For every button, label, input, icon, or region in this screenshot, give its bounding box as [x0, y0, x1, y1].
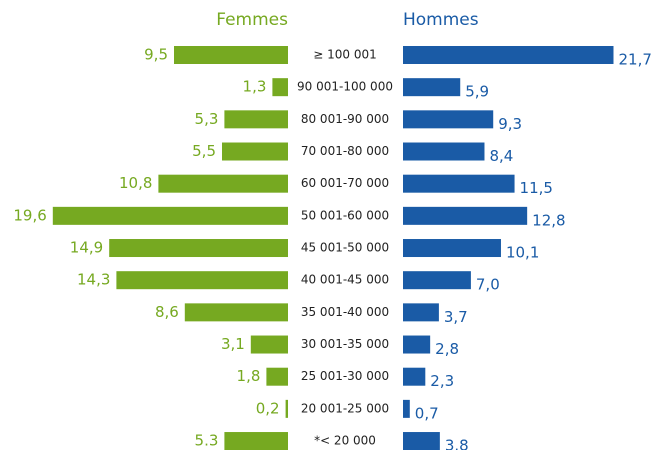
bar — [116, 271, 289, 290]
bar — [403, 206, 528, 225]
category-label: 35 001-40 000 — [301, 305, 389, 319]
value-label: 14,3 — [77, 271, 110, 289]
bar — [222, 142, 288, 161]
bar — [403, 432, 440, 450]
value-label: 7,0 — [476, 276, 500, 294]
bar — [224, 432, 288, 450]
bar — [403, 367, 426, 386]
bar — [174, 46, 288, 64]
category-label: 40 001-45 000 — [301, 273, 389, 287]
value-label: 1,3 — [243, 78, 267, 96]
category-label: 60 001-70 000 — [301, 176, 389, 190]
bar — [184, 303, 288, 322]
category-label: *< 20 000 — [314, 434, 376, 448]
value-label: 5,3 — [195, 110, 219, 128]
bar — [52, 206, 288, 225]
value-label: 8,6 — [155, 303, 179, 321]
bar — [109, 239, 288, 258]
category-label: 70 001-80 000 — [301, 144, 389, 158]
value-label: 1,8 — [237, 367, 261, 385]
category-label: ≥ 100 001 — [313, 48, 377, 62]
category-label: 90 001-100 000 — [297, 80, 393, 94]
bar — [403, 174, 515, 193]
category-label: 50 001-60 000 — [301, 208, 389, 222]
value-label: 5.3 — [195, 432, 219, 450]
value-label: 11,5 — [520, 179, 553, 197]
value-label: 2,3 — [430, 372, 454, 390]
bar — [158, 174, 288, 193]
bar — [250, 335, 288, 354]
category-label: 30 001-35 000 — [301, 337, 389, 351]
value-label: 9,5 — [144, 46, 168, 64]
category-label: 80 001-90 000 — [301, 112, 389, 126]
category-label: 20 001-25 000 — [301, 401, 389, 415]
bar — [285, 399, 288, 418]
value-label: 0,2 — [256, 399, 280, 417]
value-label: 5,5 — [192, 142, 216, 160]
value-label: 9,3 — [498, 115, 522, 133]
value-label: 3.8 — [445, 437, 469, 450]
category-label: 25 001-30 000 — [301, 369, 389, 383]
value-label: 2,8 — [435, 340, 459, 358]
bar — [403, 303, 439, 322]
bar — [403, 271, 471, 290]
value-label: 10,8 — [119, 174, 152, 192]
value-label: 19,6 — [13, 206, 46, 224]
bar — [266, 367, 288, 386]
bar — [272, 78, 288, 97]
value-label: 0,7 — [415, 404, 439, 422]
value-label: 3,1 — [221, 335, 245, 353]
value-label: 8,4 — [489, 147, 513, 165]
bar — [403, 78, 461, 97]
bar — [224, 110, 288, 129]
value-label: 10,1 — [506, 244, 539, 262]
bar — [403, 142, 485, 161]
bar — [403, 110, 494, 129]
value-label: 12,8 — [532, 211, 565, 229]
bar — [403, 239, 501, 258]
value-label: 14,9 — [70, 239, 103, 257]
value-label: 3,7 — [444, 308, 468, 326]
bar — [403, 46, 614, 64]
bar — [403, 335, 431, 354]
bar — [403, 399, 410, 418]
category-label: 45 001-50 000 — [301, 241, 389, 255]
value-label: 5,9 — [465, 83, 489, 101]
value-label: 21,7 — [618, 51, 651, 69]
legend-label: Femmes — [216, 10, 288, 30]
legend-label: Hommes — [403, 10, 479, 30]
